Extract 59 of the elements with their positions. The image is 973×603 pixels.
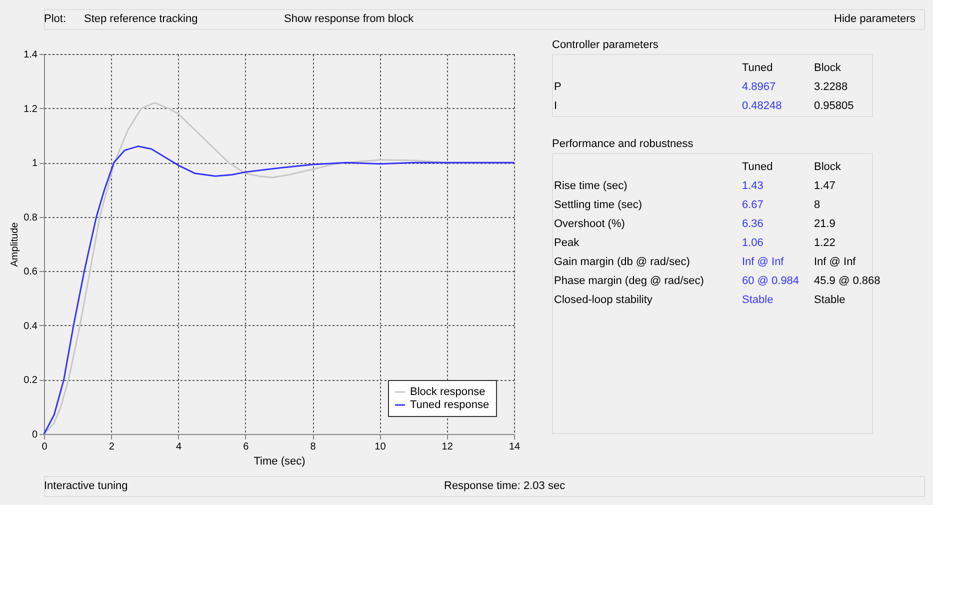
legend-label: Tuned response [410, 399, 490, 411]
text: Tuned [742, 161, 773, 173]
y-tick-label: 0.6 [24, 266, 38, 278]
y-axis-title: Amplitude [10, 222, 21, 267]
x-tick-label: 14 [508, 442, 520, 452]
text: 21.9 [814, 218, 836, 230]
text: 1.06 [742, 237, 764, 249]
text: Tuned [742, 62, 773, 74]
text: 0.95805 [814, 100, 854, 112]
text: 1.43 [742, 180, 764, 192]
text: 45.9 @ 0.868 [814, 275, 880, 287]
text: Step reference tracking [84, 13, 198, 25]
text: Block [814, 62, 842, 74]
text: 6.67 [742, 199, 764, 211]
text: Interactive tuning [44, 480, 128, 492]
text: Response time: 2.03 sec [444, 480, 566, 492]
text: Stable [742, 294, 774, 306]
y-tick-label: 1.2 [24, 104, 38, 115]
x-tick-label: 0 [42, 442, 48, 452]
text: 60 @ 0.984 [742, 275, 800, 287]
x-axis-title: Time (sec) [254, 456, 306, 468]
x-tick-label: 4 [176, 442, 182, 452]
y-tick-label: 0.2 [24, 375, 38, 386]
text: 1.22 [814, 237, 836, 249]
text: Show response from block [284, 13, 414, 25]
x-tick-label: 10 [374, 442, 386, 452]
text: Rise time (sec) [554, 180, 628, 192]
text: Performance and robustness [552, 138, 694, 150]
text: P [554, 81, 562, 93]
y-tick-label: 0.8 [24, 212, 38, 224]
text: Inf @ Inf [814, 256, 857, 268]
text: 1.47 [814, 180, 836, 192]
text: Overshoot (%) [554, 218, 625, 230]
text: I [554, 100, 558, 112]
legend-label: Block response [410, 386, 486, 398]
text: Block [814, 161, 842, 173]
text: Hide parameters [834, 13, 916, 25]
text: Controller parameters [552, 39, 659, 51]
text: 6.36 [742, 218, 764, 230]
text: Plot: [44, 13, 66, 25]
x-tick-label: 12 [442, 442, 454, 452]
text: Peak [554, 237, 580, 249]
text: Stable [814, 294, 846, 306]
y-tick-label: 0 [32, 430, 38, 440]
y-tick-label: 1.4 [24, 50, 38, 60]
text: Gain margin (db @ rad/sec) [554, 256, 690, 268]
text: 0.48248 [742, 100, 782, 112]
x-tick-label: 8 [310, 442, 316, 452]
text: 8 [814, 199, 820, 211]
text: Inf @ Inf [742, 256, 785, 268]
text: 3.2288 [814, 81, 848, 93]
y-tick-label: 1 [32, 158, 38, 170]
x-tick-label: 2 [108, 442, 115, 452]
text: Settling time (sec) [554, 199, 642, 211]
text: Phase margin (deg @ rad/sec) [554, 275, 704, 287]
y-tick-label: 0.4 [24, 320, 38, 332]
text: Closed-loop stability [554, 294, 653, 306]
text: 4.8967 [742, 81, 776, 93]
x-tick-label: 6 [243, 442, 250, 452]
